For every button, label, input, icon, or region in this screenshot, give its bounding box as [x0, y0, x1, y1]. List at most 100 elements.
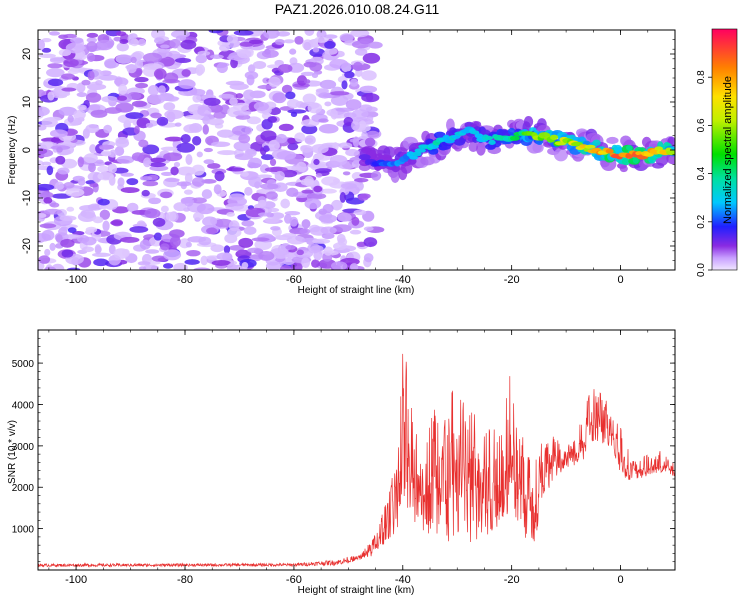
spectrogram-noise-blob: [247, 157, 263, 169]
spectrogram-noise-blob: [301, 189, 315, 194]
spectrogram-noise-blob: [287, 137, 296, 144]
spectrogram-noise-blob: [98, 144, 115, 150]
spectrogram-noise-blob: [286, 187, 299, 197]
spectrogram-noise-blob: [59, 91, 71, 97]
spectrogram-ridge-core: [484, 135, 494, 141]
spectrogram-noise-blob: [146, 94, 166, 105]
spectrogram-noise-blob: [287, 109, 307, 114]
spectrogram-noise-blob: [312, 47, 320, 53]
spectrogram-noise-blob: [265, 191, 278, 200]
spectrogram-noise-blob: [275, 133, 288, 144]
spectrogram-ridge-halo: [468, 141, 479, 153]
spectrogram-noise-blob: [363, 237, 378, 248]
spectrogram-noise-blob: [153, 232, 163, 241]
spectrogram-noise-blob: [91, 252, 112, 257]
spectrogram-noise-blob: [89, 144, 97, 154]
spectrogram-noise-blob: [89, 183, 99, 188]
spectrogram-noise-blob: [192, 136, 202, 146]
spectrogram-noise-blob: [120, 236, 140, 243]
spectrogram-noise-blob: [41, 229, 55, 241]
spectrogram-noise-blob: [351, 109, 369, 119]
spectrogram-noise-blob: [43, 197, 53, 204]
spectrogram-noise-blob: [364, 137, 376, 147]
spectrogram-noise-blob: [79, 204, 98, 212]
spectrogram-noise-blob: [351, 120, 360, 131]
spectrogram-noise-blob: [345, 149, 360, 157]
snr-x-tick-label: -80: [177, 574, 193, 586]
spectrogram-noise-blob: [131, 100, 147, 108]
spectrogram-noise-blob: [165, 211, 177, 222]
spectrogram-noise-blob: [109, 149, 117, 158]
spectrogram-noise-blob: [313, 249, 323, 261]
spectrogram-noise-blob: [331, 199, 343, 211]
spectrogram-noise-blob: [274, 38, 285, 45]
spectrogram-noise-blob: [211, 260, 231, 266]
spectrogram-noise-blob: [166, 50, 181, 59]
spectrogram-x-tick-label: 0: [617, 274, 623, 286]
spectrogram-noise-blob: [183, 189, 193, 195]
spectrogram-noise-blob: [134, 76, 149, 83]
spectrogram-ridge-core: [414, 148, 426, 153]
spectrogram-noise-blob: [248, 39, 263, 45]
spectrogram-noise-blob: [120, 187, 140, 193]
spectrogram-noise-blob: [186, 249, 201, 257]
spectrogram-noise-blob: [321, 176, 340, 186]
spectrogram-noise-blob: [209, 54, 224, 59]
spectrogram-noise-blob: [354, 48, 368, 56]
spectrogram-noise-blob: [38, 183, 55, 191]
spectrogram-noise-blob: [238, 134, 251, 144]
spectrogram-noise-blob: [44, 266, 56, 270]
spectrogram-noise-blob: [349, 229, 362, 235]
spectrogram-noise-blob: [41, 161, 52, 166]
spectrogram-noise-blob: [223, 245, 231, 254]
spectrogram-noise-blob: [76, 82, 86, 93]
spectrogram-noise-blob: [238, 237, 254, 248]
spectrogram-noise-blob: [147, 85, 160, 96]
spectrogram-noise-blob: [169, 38, 181, 49]
spectrogram-ridge-core: [509, 135, 520, 141]
spectrogram-noise-blob: [103, 124, 113, 134]
spectrogram-ridge-halo: [532, 142, 544, 153]
spectrogram-noise-blob: [304, 79, 311, 84]
spectrogram-noise-blob: [97, 198, 110, 206]
spectrogram-noise-blob: [304, 135, 316, 145]
spectrogram-noise-blob: [169, 236, 181, 248]
spectrogram-noise-blob: [77, 156, 84, 168]
spectrogram-noise-blob: [314, 36, 329, 43]
spectrogram-noise-blob: [48, 31, 61, 36]
spectrogram-noise-blob: [318, 123, 339, 134]
spectrogram-noise-blob: [330, 261, 348, 270]
spectrogram-noise-blob: [345, 99, 362, 110]
spectrogram-noise-blob: [185, 154, 193, 165]
spectrogram-noise-blob: [82, 246, 94, 253]
snr-frame: [37, 329, 676, 571]
spectrogram-y-tick-label: 0: [21, 147, 33, 153]
spectrogram-noise-blob: [353, 209, 367, 216]
spectrogram-noise-blob: [301, 257, 311, 269]
spectrogram-ridge-core: [358, 154, 371, 161]
spectrogram-noise-blob: [164, 136, 184, 142]
snr-x-tick-label: -100: [65, 574, 87, 586]
spectrogram-noise-blob: [201, 179, 217, 184]
spectrogram-noise-blob: [257, 199, 267, 208]
spectrogram-noise-blob: [173, 202, 187, 212]
spectrogram-noise-blob: [55, 155, 66, 165]
spectrogram-noise-blob: [320, 226, 337, 235]
spectrogram-ridge-mid: [592, 139, 601, 146]
spectrogram-noise-blob: [57, 167, 70, 175]
spectrogram-noise-blob: [196, 151, 203, 158]
spectrogram-noise-blob: [281, 84, 293, 94]
spectrogram-noise-blob: [323, 246, 333, 256]
spectrogram-noise-blob: [119, 38, 129, 44]
spectrogram-noise-blob: [64, 234, 82, 240]
spectrogram-ridge-core: [605, 148, 614, 154]
spectrogram-noise-blob: [217, 150, 237, 156]
spectrogram-noise-blob: [301, 219, 311, 229]
colorbar-ticks: 0.0 0.2 0.4 0.6 0.8: [696, 70, 712, 277]
spectrogram-noise-blob: [85, 124, 100, 134]
spectrogram-noise-blob: [247, 247, 263, 254]
spectrogram-noise-blob: [339, 192, 347, 203]
spectrogram-noise-blob: [142, 264, 160, 270]
colorbar-gradient: [711, 28, 738, 271]
